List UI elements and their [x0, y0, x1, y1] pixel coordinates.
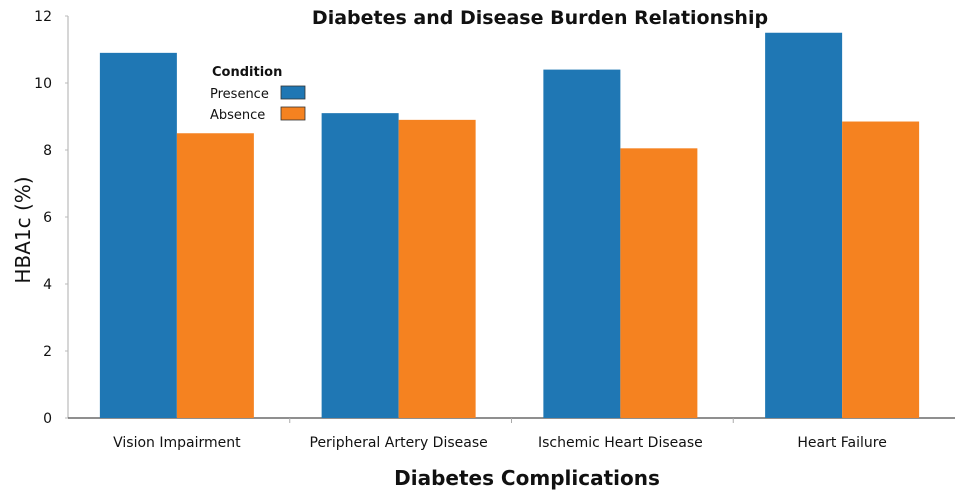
bar-presence: [99, 52, 177, 418]
bar-presence: [321, 113, 399, 419]
y-tick-label: 6: [43, 210, 52, 226]
legend-swatch-presence: [280, 85, 306, 100]
x-tick-label: Ischemic Heart Disease: [538, 435, 703, 451]
bar-absence: [398, 119, 476, 418]
x-tick-label: Heart Failure: [797, 435, 886, 451]
y-tick-label: 4: [43, 277, 52, 293]
legend: Condition Presence Absence: [210, 65, 306, 123]
bar-absence: [176, 133, 254, 418]
bar-presence: [543, 69, 621, 418]
y-tick-label: 8: [43, 143, 52, 159]
bars: [99, 32, 920, 419]
category-labels: Vision Impairment Peripheral Artery Disea…: [113, 435, 887, 451]
chart-title: Diabetes and Disease Burden Relationship: [312, 7, 768, 29]
legend-label: Absence: [210, 108, 265, 123]
x-axis-label: Diabetes Complications: [394, 466, 660, 490]
y-tick-label: 0: [43, 411, 52, 427]
legend-label: Presence: [210, 87, 269, 102]
y-tick-label: 2: [43, 344, 52, 360]
bar-presence: [765, 32, 843, 418]
y-axis-label: HBA1c (%): [11, 176, 35, 283]
y-tick-label: 10: [34, 76, 52, 92]
x-tick-label: Peripheral Artery Disease: [310, 435, 488, 451]
x-tick-label: Vision Impairment: [113, 435, 241, 451]
y-tick-label: 12: [34, 9, 52, 25]
legend-title: Condition: [212, 65, 282, 80]
legend-swatch-absence: [280, 106, 306, 121]
bar-absence: [842, 121, 920, 419]
bar-absence: [620, 148, 698, 418]
